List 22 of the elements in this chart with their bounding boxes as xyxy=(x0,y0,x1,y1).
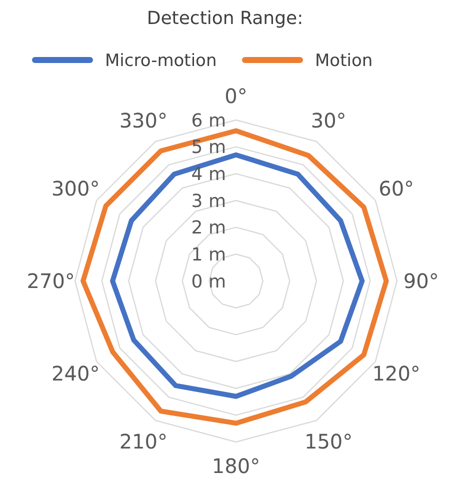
spoke-label: 30° xyxy=(310,108,346,133)
y-tick-label: 5 m xyxy=(191,137,226,158)
spoke-label: 300° xyxy=(52,176,100,200)
spoke-label: 270° xyxy=(26,269,75,293)
legend-label: Motion xyxy=(315,50,373,71)
y-tick-label: 2 m xyxy=(191,218,226,239)
legend-label: Micro-motion xyxy=(105,50,217,71)
spoke-label: 90° xyxy=(403,269,439,293)
y-tick-label: 0 m xyxy=(191,271,226,292)
chart-title: Detection Range: xyxy=(146,8,304,29)
spoke-label: 240° xyxy=(52,362,100,386)
y-tick-label: 3 m xyxy=(191,190,226,212)
y-tick-label: 6 m xyxy=(191,110,226,132)
spoke-label: 60° xyxy=(378,176,414,200)
spoke-label: 0° xyxy=(224,84,248,108)
spoke-label: 330° xyxy=(119,108,168,133)
y-tick-label: 4 m xyxy=(191,164,226,185)
y-tick-label: 1 m xyxy=(191,244,226,266)
spoke-label: 210° xyxy=(119,429,168,454)
spoke-label: 180° xyxy=(212,454,260,478)
spoke-label: 120° xyxy=(372,362,420,386)
spoke-label: 150° xyxy=(304,429,353,454)
